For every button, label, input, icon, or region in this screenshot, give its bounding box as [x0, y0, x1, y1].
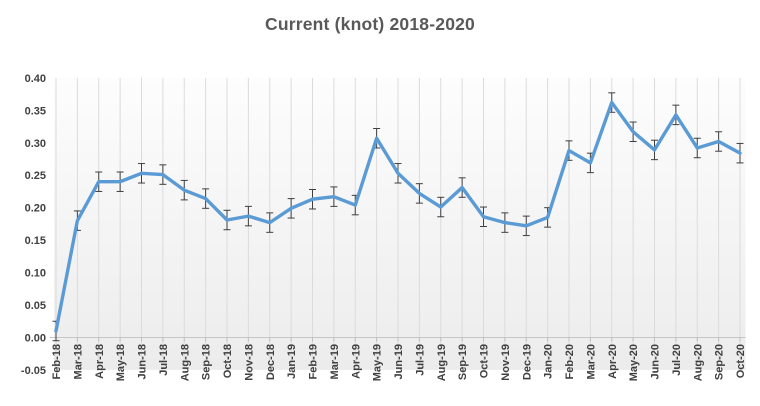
- x-tick-label: Jan-20: [543, 344, 555, 379]
- x-tick-label: Oct-18: [222, 344, 234, 378]
- x-tick-label: Jul-19: [414, 344, 426, 376]
- x-tick-label: Jan-19: [286, 344, 298, 379]
- x-tick-label: Jun-19: [393, 344, 405, 379]
- y-tick-label: -0.05: [21, 365, 46, 377]
- x-tick-label: Nov-19: [500, 344, 512, 381]
- x-tick-label: Mar-20: [585, 344, 597, 379]
- x-tick-label: Mar-18: [72, 344, 84, 379]
- x-tick-label: Sep-19: [457, 344, 469, 380]
- x-tick-label: Aug-18: [179, 344, 191, 381]
- x-tick-label: Aug-20: [692, 344, 704, 381]
- x-tick-label: Apr-20: [607, 344, 619, 379]
- y-tick-label: 0.15: [25, 235, 46, 247]
- x-tick-label: Oct-20: [735, 344, 747, 378]
- x-tick-label: Apr-18: [94, 344, 106, 379]
- x-tick-label: Sep-20: [714, 344, 726, 380]
- y-tick-label: 0.10: [25, 268, 46, 280]
- x-tick-label: Apr-19: [350, 344, 362, 379]
- y-tick-label: 0.20: [25, 203, 46, 215]
- x-tick-label: Feb-20: [564, 344, 576, 379]
- x-tick-label: Oct-19: [479, 344, 491, 378]
- y-tick-label: 0.40: [25, 73, 46, 85]
- plot-area: [54, 77, 746, 370]
- x-tick-label: Dec-18: [265, 344, 277, 380]
- chart-title: Current (knot) 2018-2020: [264, 14, 475, 34]
- x-tick-label: Feb-18: [51, 344, 63, 379]
- y-tick-label: 0.05: [25, 300, 46, 312]
- x-tick-label: Jul-20: [671, 344, 683, 376]
- x-tick-label: Sep-18: [201, 344, 213, 380]
- x-tick-label: Jul-18: [158, 344, 170, 376]
- x-tick-label: Nov-18: [243, 344, 255, 381]
- y-tick-label: 0.00: [25, 332, 46, 344]
- x-tick-label: May-20: [628, 344, 640, 381]
- x-tick-label: May-18: [115, 344, 127, 381]
- x-tick-label: Jun-20: [650, 344, 662, 379]
- x-tick-label: Mar-19: [329, 344, 341, 379]
- x-tick-label: Dec-19: [521, 344, 533, 380]
- y-tick-label: 0.25: [25, 170, 46, 182]
- x-tick-label: Jun-18: [137, 344, 149, 379]
- x-tick-label: May-19: [372, 344, 384, 381]
- y-tick-label: 0.30: [25, 138, 46, 150]
- data-line-current-knot: [54, 100, 742, 333]
- x-tick-label: Feb-19: [308, 344, 320, 379]
- x-tick-label: Aug-19: [436, 344, 448, 381]
- y-tick-label: 0.35: [25, 105, 46, 117]
